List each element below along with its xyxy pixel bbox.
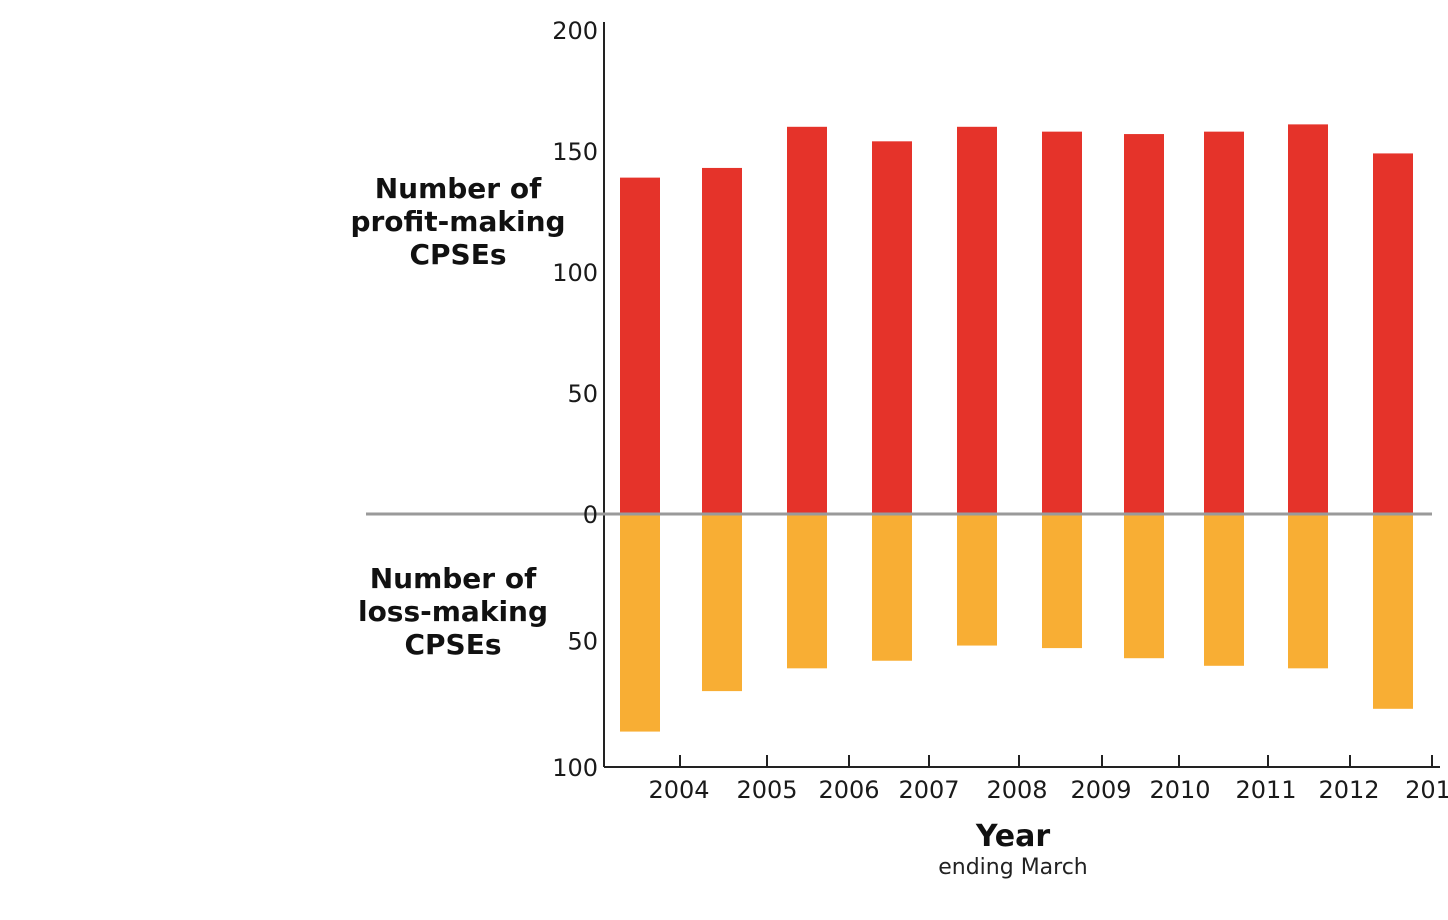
x-tick-label: 201 — [1405, 776, 1448, 804]
x-tick-label: 2009 — [1070, 776, 1131, 804]
upper-axis-title-line: CPSEs — [409, 238, 506, 271]
bar-loss-making — [1124, 514, 1164, 659]
y-tick-label-upper: 0 — [583, 501, 598, 529]
bar-profit-making — [1373, 153, 1413, 515]
bar-profit-making — [1124, 134, 1164, 514]
y-tick-label-lower: 100 — [552, 754, 598, 782]
bar-loss-making — [620, 514, 660, 732]
bar-profit-making — [1204, 131, 1244, 514]
x-axis-subtitle: ending March — [938, 855, 1088, 880]
y-tick-label-upper: 150 — [552, 138, 598, 166]
bar-loss-making — [872, 514, 912, 661]
bar-loss-making — [1204, 514, 1244, 666]
lower-axis-title-line: loss-making — [358, 595, 548, 628]
bar-profit-making — [1288, 124, 1328, 514]
x-tick-label: 2005 — [736, 776, 797, 804]
bar-profit-making — [702, 167, 742, 514]
bar-loss-making — [1288, 514, 1328, 669]
y-tick-label-upper: 50 — [567, 380, 598, 408]
tick-labels: 200 150 100 50 0 50 100 2004 2005 2006 2007 2008 200… — [552, 17, 1448, 804]
x-tick-label: 2011 — [1235, 776, 1296, 804]
upper-axis-title-line: Number of — [375, 172, 542, 205]
upper-axis-title-line: profit-making — [350, 205, 565, 238]
lower-axis-title-line: CPSEs — [404, 628, 501, 661]
y-tick-label-upper: 200 — [552, 17, 598, 45]
lower-axis-title-line: Number of — [370, 562, 537, 595]
x-tick-label: 2008 — [986, 776, 1047, 804]
bar-profit-making — [620, 177, 660, 514]
x-tick-label: 2010 — [1149, 776, 1210, 804]
bar-loss-making — [787, 514, 827, 669]
bar-loss-making — [702, 514, 742, 692]
bar-profit-making — [1042, 131, 1082, 514]
y-tick-label-lower: 50 — [567, 628, 598, 656]
x-axis-title: Year — [975, 819, 1051, 854]
bar-loss-making — [1373, 514, 1413, 709]
x-tick-label: 2012 — [1318, 776, 1379, 804]
bar-profit-making — [787, 126, 827, 515]
x-tick-label: 2004 — [648, 776, 709, 804]
x-tick-label: 2006 — [818, 776, 879, 804]
bar-loss-making — [1042, 514, 1082, 649]
y-tick-label-upper: 100 — [552, 259, 598, 287]
bar-profit-making — [957, 126, 997, 515]
bar-loss-making — [957, 514, 997, 646]
axes — [603, 22, 1440, 768]
bars — [620, 124, 1413, 732]
bar-profit-making — [872, 141, 912, 514]
x-tick-label: 2007 — [898, 776, 959, 804]
